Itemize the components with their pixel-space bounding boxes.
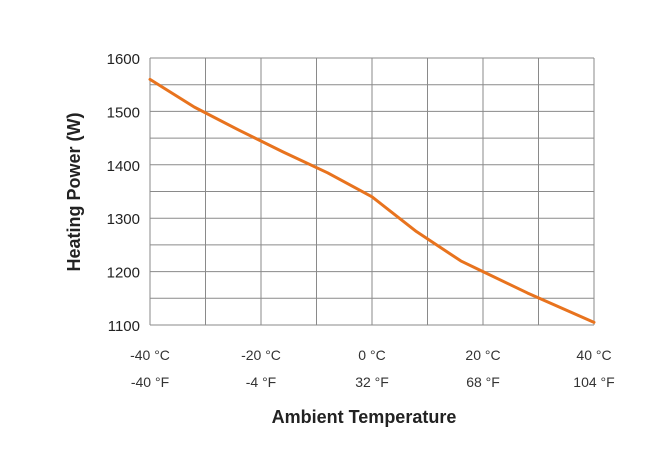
y-tick-label: 1300: [107, 211, 140, 228]
series-line: [148, 77, 596, 324]
x-axis-title: Ambient Temperature: [272, 407, 457, 427]
x-tick-label-celsius: 20 °C: [465, 347, 500, 363]
grid-lines: [149, 57, 595, 326]
x-tick-label-fahrenheit: 104 °F: [573, 374, 614, 390]
y-tick-label: 1200: [107, 265, 140, 282]
series-group: [148, 77, 596, 324]
x-tick-label-fahrenheit: 68 °F: [466, 374, 500, 390]
x-tick-label-fahrenheit: 32 °F: [355, 374, 389, 390]
x-tick-label-celsius: -40 °C: [130, 347, 170, 363]
y-tick-label: 1400: [107, 158, 140, 175]
x-tick-label-fahrenheit: -4 °F: [246, 374, 277, 390]
y-tick-label: 1500: [107, 104, 140, 121]
y-axis-title: Heating Power (W): [64, 112, 84, 271]
x-tick-label-celsius: 40 °C: [576, 347, 611, 363]
y-tick-labels: 1100 1200 1300 1400 1500 1600: [107, 51, 140, 335]
y-tick-label: 1600: [107, 51, 140, 68]
x-tick-label-celsius: -20 °C: [241, 347, 281, 363]
x-tick-label-celsius: 0 °C: [358, 347, 385, 363]
x-tick-label-fahrenheit: -40 °F: [131, 374, 169, 390]
x-tick-labels: -40 °C -40 °F -20 °C -4 °F 0 °C 32 °F 20 °C 68 …: [130, 347, 615, 390]
y-tick-label: 1100: [108, 318, 140, 335]
